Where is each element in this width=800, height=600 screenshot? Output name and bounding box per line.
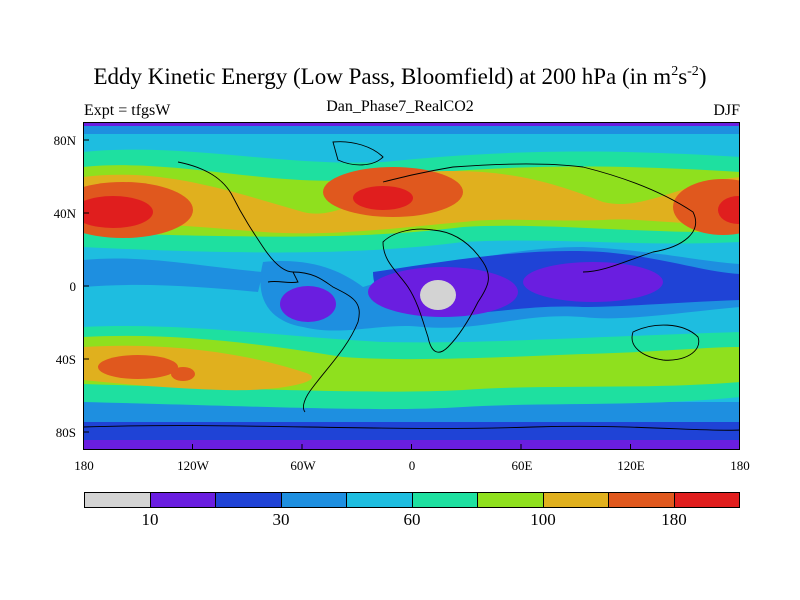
lon-label-60e: 60E [511,458,533,473]
colorbar-swatch-5 [347,493,413,507]
indian-ocean-low [523,262,663,302]
colorbar-swatch-8 [543,493,609,507]
south-america-coast [292,271,360,413]
colorbar-swatch-6 [412,493,478,507]
lat-label-80n: 80N [53,133,76,148]
lat-label-40n: 40N [53,206,76,221]
north-polar-edge [83,122,740,126]
lon-label-180-west: 180 [74,458,94,473]
lon-label-120e: 120E [617,458,645,473]
africa-coast [382,228,489,353]
sh-pacific-track-2 [171,367,195,381]
sh-pacific-track [98,355,178,379]
nh-atlantic-core [353,186,413,210]
colorbar-label-30: 30 [272,510,290,529]
central-africa-min [420,280,456,310]
colorbar-label-100: 100 [530,510,556,529]
eke-map [83,122,740,450]
lon-label-0: 0 [408,458,416,473]
greenland-coast [332,141,384,166]
colorbar-swatch-9 [609,493,675,507]
nh-east-pacific-core [718,196,740,224]
tropical-pacific-band [83,258,263,292]
lon-label-60w: 60W [290,458,316,473]
colorbar-swatch-4 [281,493,347,507]
colorbar-label-10: 10 [141,510,159,529]
nh-pacific-core [83,196,153,228]
south-america-low [280,286,336,322]
coastlines [83,141,740,431]
lat-label-40s: 40S [55,352,76,367]
lon-label-120w: 120W [177,458,209,473]
colorbar-swatch-7 [478,493,544,507]
antarctica-coast [83,425,740,431]
colorbar [84,492,740,508]
australia-coast [631,324,700,361]
colorbar-label-60: 60 [403,510,421,529]
experiment-label: Expt = tfgsW [84,102,171,119]
colorbar-swatch-3 [216,493,282,507]
colorbar-swatch-10 [674,493,739,507]
colorbar-swatch-2 [150,493,216,507]
lat-label-80s: 80S [55,425,76,440]
colorbar-swatch-1 [85,493,151,507]
season-label: DJF [713,102,740,119]
nh-east-pacific-track [673,179,740,235]
north-america-coast [177,161,299,284]
lon-label-180-east: 180 [730,458,750,473]
page-title: Eddy Kinetic Energy (Low Pass, Bloomfiel… [93,64,707,89]
colorbar-label-180: 180 [661,510,687,529]
run-name-label: Dan_Phase7_RealCO2 [326,98,474,115]
eurasia-coast [382,163,696,273]
lat-label-0: 0 [69,279,77,294]
axis-ticks [83,139,631,450]
